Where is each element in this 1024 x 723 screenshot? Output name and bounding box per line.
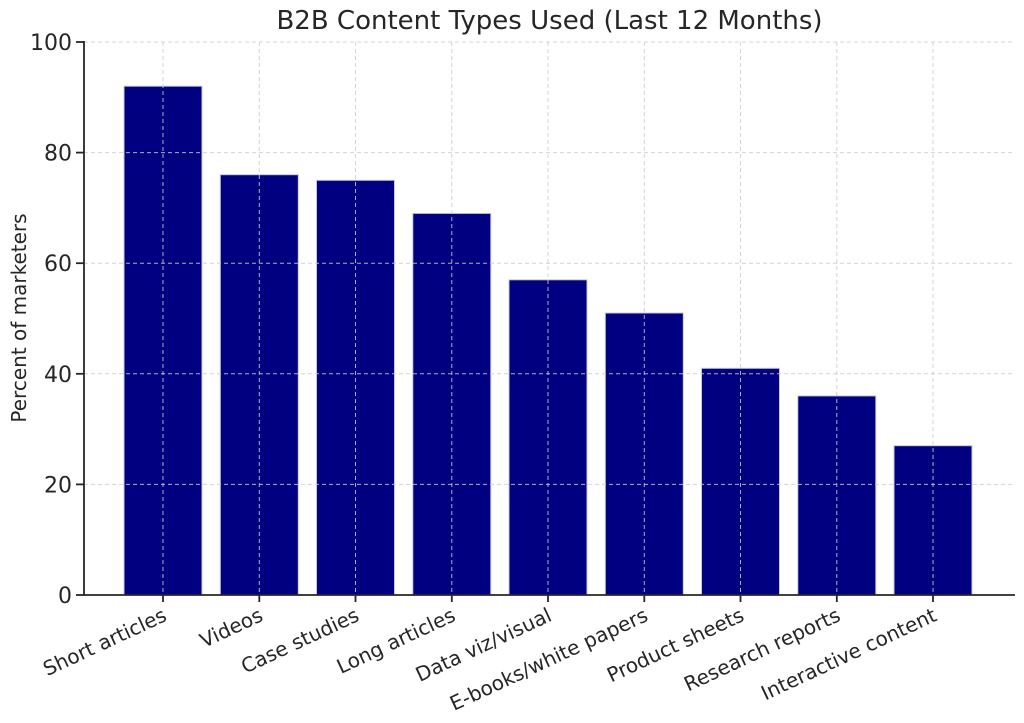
bar	[604, 312, 684, 596]
y-tick-label: 100	[30, 31, 72, 56]
chart-title: B2B Content Types Used (Last 12 Months)	[276, 6, 823, 36]
y-tick-label: 60	[44, 252, 72, 277]
y-tick-label: 80	[44, 142, 72, 167]
bar	[219, 174, 299, 596]
y-tick-label: 20	[44, 473, 72, 498]
y-tick-label: 40	[44, 363, 72, 388]
x-tick-label: Interactive content	[757, 603, 940, 705]
x-tick-label: Short articles	[39, 603, 170, 681]
x-tick-label: Videos	[196, 603, 266, 653]
bar	[412, 212, 492, 596]
bar	[797, 395, 877, 596]
y-tick-label: 0	[58, 584, 72, 609]
